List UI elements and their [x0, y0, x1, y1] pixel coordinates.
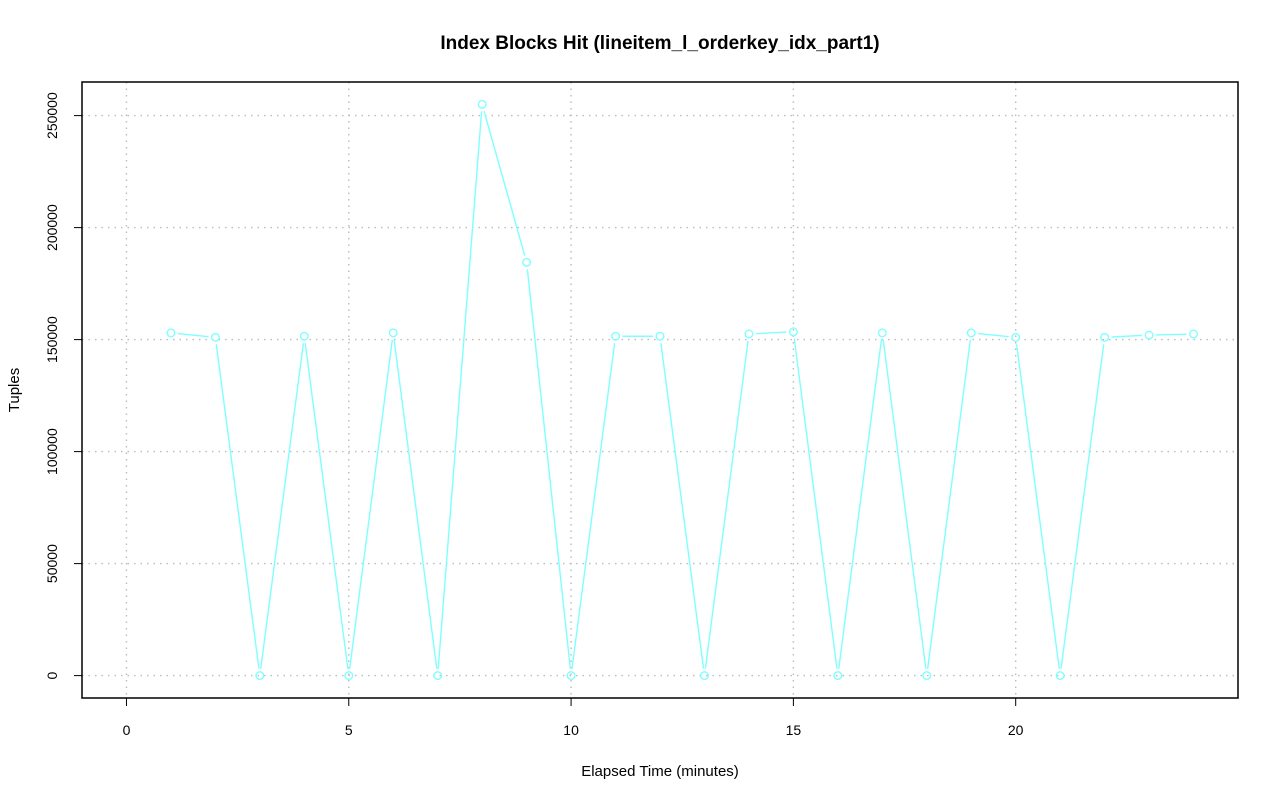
- series-segment: [882, 339, 927, 669]
- x-axis: 0 5 10 15 20: [123, 698, 1024, 738]
- data-point: [877, 328, 887, 338]
- data-point: [166, 328, 176, 338]
- data-point: [1055, 671, 1065, 681]
- x-tick-label: 10: [563, 722, 579, 738]
- data-point: [1144, 330, 1154, 340]
- series-segment: [304, 343, 349, 669]
- data-point: [477, 99, 487, 109]
- y-tick-label: 250000: [44, 92, 60, 139]
- series-layer: [166, 99, 1199, 681]
- x-tick-label: 5: [345, 722, 353, 738]
- data-point: [1100, 332, 1110, 342]
- series-segment: [978, 332, 1009, 338]
- series-segment: [926, 339, 972, 669]
- series-segment: [838, 339, 883, 669]
- data-point: [655, 331, 665, 341]
- series-segment: [348, 339, 394, 669]
- series-segment: [177, 332, 209, 338]
- series-segment: [260, 343, 305, 669]
- x-tick-label: 0: [123, 722, 131, 738]
- series-segment: [437, 111, 483, 669]
- data-point: [788, 327, 798, 337]
- data-point: [966, 328, 976, 338]
- grid-lines: [82, 82, 1238, 698]
- series-segment: [1060, 344, 1105, 669]
- data-point: [922, 671, 932, 681]
- y-tick-label: 150000: [44, 316, 60, 363]
- data-point: [388, 328, 398, 338]
- series-segment: [1111, 334, 1143, 338]
- series-segment: [483, 110, 526, 256]
- plot-frame: [81, 81, 1239, 699]
- x-tick-label: 15: [786, 722, 802, 738]
- data-point: [744, 329, 754, 339]
- series-segment: [704, 340, 749, 669]
- series-segment: [526, 269, 572, 669]
- y-tick-label: 0: [44, 671, 60, 679]
- data-point: [1189, 329, 1199, 339]
- data-point: [255, 671, 265, 681]
- series-segment: [1156, 333, 1187, 336]
- x-tick-label: 20: [1008, 722, 1024, 738]
- data-point: [699, 671, 709, 681]
- y-tick-label: 50000: [44, 544, 60, 583]
- series-segment: [393, 339, 438, 669]
- series-segment: [793, 338, 838, 669]
- data-point: [210, 332, 220, 342]
- chart-title: Index Blocks Hit (lineitem_l_orderkey_id…: [440, 33, 879, 54]
- data-point: [566, 671, 576, 681]
- data-point: [299, 331, 309, 341]
- y-tick-label: 100000: [44, 428, 60, 475]
- y-axis-title: Tuples: [6, 368, 23, 412]
- y-axis: 0 50000 100000 150000 200000 250000: [44, 92, 82, 679]
- data-point: [1011, 332, 1021, 342]
- data-point: [833, 671, 843, 681]
- data-point: [522, 257, 532, 267]
- y-tick-label: 200000: [44, 204, 60, 251]
- series-segment: [755, 331, 787, 335]
- data-point: [344, 671, 354, 681]
- series-segment: [215, 344, 260, 669]
- data-point: [611, 331, 621, 341]
- x-axis-title: Elapsed Time (minutes): [581, 763, 739, 780]
- series-segment: [571, 343, 616, 669]
- data-point: [433, 671, 443, 681]
- series-segment: [1015, 344, 1060, 669]
- series-segment: [660, 343, 705, 669]
